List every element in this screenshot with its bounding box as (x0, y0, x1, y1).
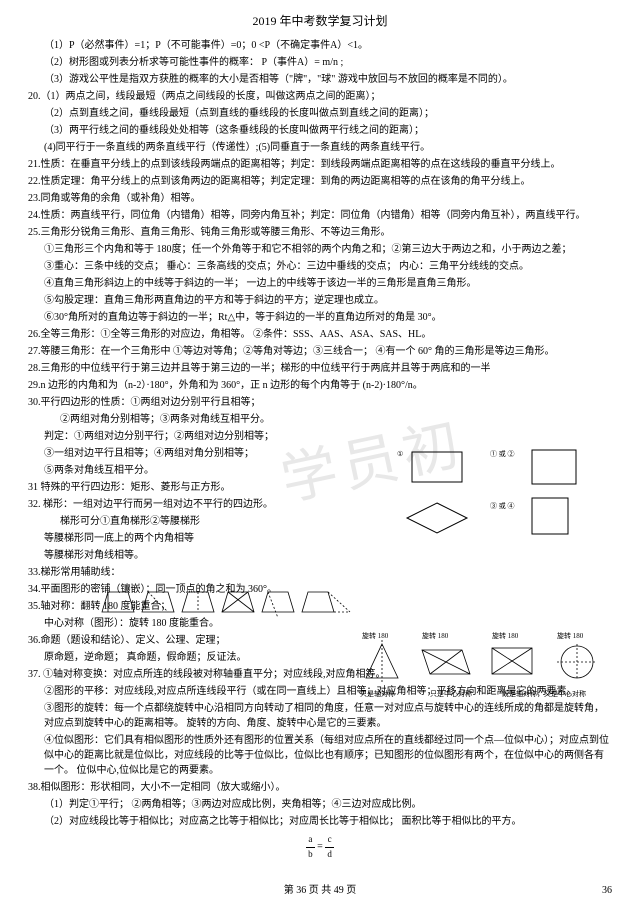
text-line: (4)同平行于一条直线的两条直线平行（传递性）;(5)同垂直于一条直线的两条直线… (28, 140, 612, 155)
text-line: ③图形的旋转：每一个点都绕旋转中心沿相同方向转动了相同的角度，任意一对对应点与旋… (28, 701, 612, 731)
text-line: ①三角形三个内角和等于 180度；任一个外角等于和它不相邻的两个内角之和；②第三… (28, 242, 612, 257)
text-line: 28.三角形的中位线平行于第三边并且等于第三边的一半；梯形的中位线平行于两底并且… (28, 361, 612, 376)
text-line: （2）对应线段比等于相似比；对应高之比等于相似比；对应周长比等于相似比； 面积比… (28, 814, 612, 829)
quadrilateral-diagram: ① ① 或 ② ③ 或 ④ (392, 448, 612, 548)
sym-cap3: 既是轴对称，又是中心对称 (502, 689, 586, 698)
text-line: （3）游戏公平性是指双方获胜的概率的大小是否相等（"牌"，"球" 游戏中放回与不… (28, 72, 612, 87)
symmetry-diagram: 旋转 180 旋转 180 旋转 180 旋转 180 只是轴对称 只是中心对称… (352, 630, 612, 700)
svg-text:③ 或 ④: ③ 或 ④ (490, 501, 515, 510)
text-line: 等腰梯形对角线相等。 (28, 548, 612, 563)
cap-top-left: ① (397, 450, 403, 458)
text-line: （2）点到直线之间，垂线段最短（点到直线的垂线段的长度叫做点到直线之间的距离）； (28, 106, 612, 121)
footer-page: 第 36 页 共 49 页 (0, 883, 640, 898)
sym-svg: 旋转 180 旋转 180 旋转 180 旋转 180 只是轴对称 只是中心对称… (352, 630, 612, 700)
text-line: （2）树形图或列表分析求等可能性事件的概率： P（事件A）= m/n ; (28, 55, 612, 70)
page-number-right: 36 (602, 883, 612, 898)
text-line: （1）P（必然事件）=1；P（不可能事件）=0；0 <P（不确定事件A）<1。 (28, 38, 612, 53)
text-lines: （1）P（必然事件）=1；P（不可能事件）=0；0 <P（不确定事件A）<1。 （… (28, 38, 612, 829)
text-line: ⑤勾股定理：直角三角形两直角边的平方和等于斜边的平方；逆定理也成立。 (28, 293, 612, 308)
text-line: （3）两平行线之间的垂线段处处相等（这条垂线段的长度叫做两平行线之间的距离）； (28, 123, 612, 138)
trapezoid-aux-diagram (100, 588, 300, 622)
svg-text:旋转 180: 旋转 180 (362, 631, 389, 640)
text-line: 29.n 边形的内角和为（n-2）·180°，外角和为 360°，正 n 边形的… (28, 378, 612, 393)
quad-svg: ① ① 或 ② ③ 或 ④ (392, 448, 612, 548)
text-line: 判定：①两组对边分别平行；②两组对边分别相等； (28, 429, 612, 444)
text-line: ②两组对角分别相等；③两条对角线互相平分。 (28, 412, 612, 427)
sym-cap1: 只是轴对称 (360, 689, 395, 698)
text-line: 23.同角或等角的余角（或补角）相等。 (28, 191, 612, 206)
text-line: ⑥30°角所对的直角边等于斜边的一半；Rt△中，等于斜边的一半的直角边所对的角是… (28, 310, 612, 325)
svg-text:旋转 180: 旋转 180 (492, 631, 519, 640)
text-line: 30.平行四边形的性质：①两组对边分别平行且相等； (28, 395, 612, 410)
text-line: 26.全等三角形：①全等三角形的对应边，角相等。 ②条件：SSS、AAS、ASA… (28, 327, 612, 342)
svg-text:旋转 180: 旋转 180 (557, 631, 584, 640)
text-line: 22.性质定理：角平分线上的点到该角两边的距离相等；判定定理：到角的两边距离相等… (28, 174, 612, 189)
svg-text:① 或 ②: ① 或 ② (490, 449, 515, 458)
sym-cap2: 只是中心对称 (430, 689, 472, 698)
text-line: 27.等腰三角形：在一个三角形中 ①等边对等角；②等角对等边；③三线合一； ④有… (28, 344, 612, 359)
page-title: 2019 年中考数学复习计划 (28, 12, 612, 30)
text-line: 33.梯形常用辅助线： (28, 565, 612, 580)
text-line: ③重心：三条中线的交点； 垂心：三条高线的交点；外心：三边中垂线的交点； 内心：… (28, 259, 612, 274)
text-line: ④直角三角形斜边上的中线等于斜边的一半； 一边上的中线等于该边一半的三角形是直角… (28, 276, 612, 291)
text-line: （1）判定①平行； ②两角相等；③两边对应成比例，夹角相等；④三边对应成比例。 (28, 797, 612, 812)
svg-text:旋转 180: 旋转 180 (422, 631, 449, 640)
ratio-formula: ab = cd (28, 833, 612, 861)
document-body: 2019 年中考数学复习计划 （1）P（必然事件）=1；P（不可能事件）=0；0… (28, 12, 612, 861)
text-line: 21.性质：在垂直平分线上的点到该线段两端点的距离相等；判定：到线段两端点距离相… (28, 157, 612, 172)
text-line: 25.三角形分锐角三角形、直角三角形、钝角三角形或等腰三角形、不等边三角形。 (28, 225, 612, 240)
text-line: ④位似图形：它们具有相似图形的性质外还有图形的位置关系（每组对应点所在的直线都经… (28, 733, 612, 778)
trap-svg (100, 588, 380, 622)
text-line: 24.性质：两直线平行，同位角（内错角）相等，同旁内角互补；判定：同位角（内错角… (28, 208, 612, 223)
text-line: 20.（1）两点之间，线段最短（两点之间线段的长度，叫做这两点之间的距离）； (28, 89, 612, 104)
text-line: 38.相似图形：形状相同，大小不一定相同（放大或缩小）。 (28, 780, 612, 795)
